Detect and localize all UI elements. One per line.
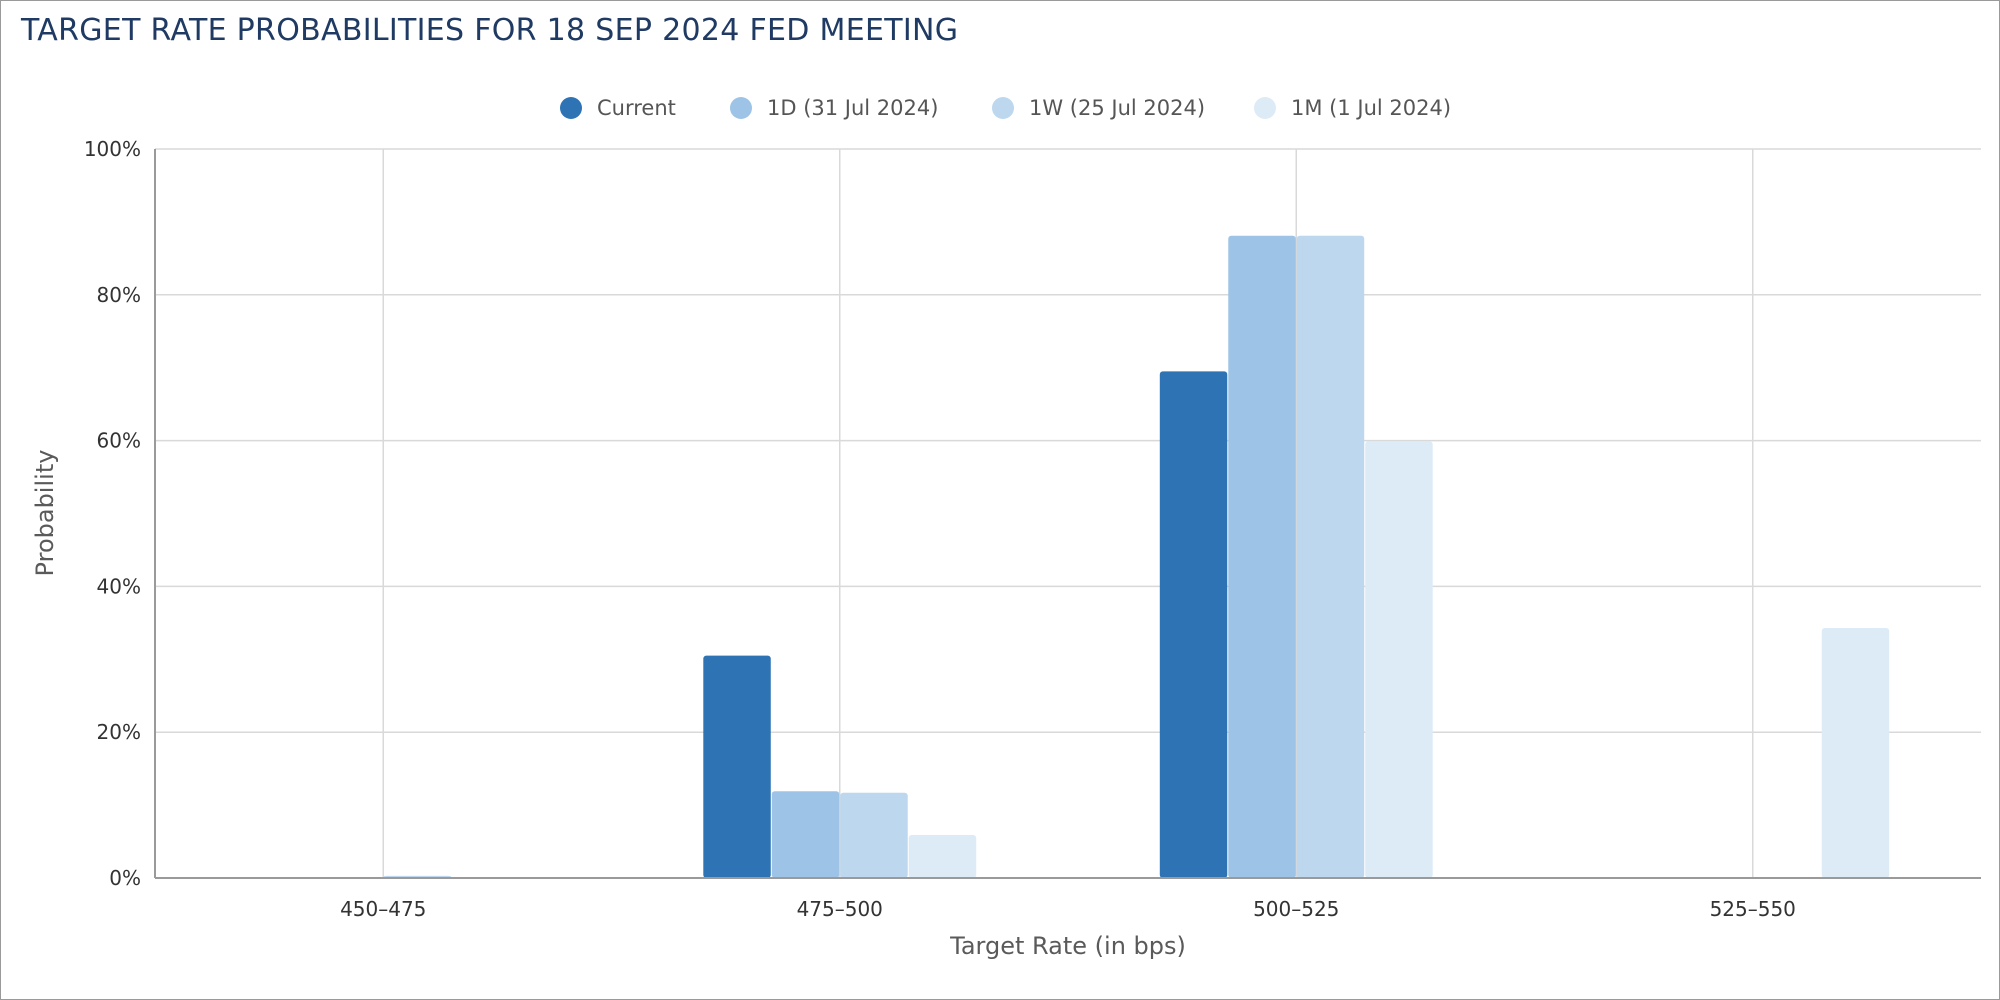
bars <box>383 235 1890 879</box>
x-tick-label: 500–525 <box>1253 897 1339 921</box>
y-tick-label: 60% <box>97 429 141 453</box>
bar[interactable] <box>771 791 840 878</box>
legend-label[interactable]: Current <box>597 96 676 120</box>
x-tick-label: 525–550 <box>1710 897 1796 921</box>
bar[interactable] <box>1365 441 1433 878</box>
legend-marker[interactable] <box>992 97 1014 119</box>
y-tick-label: 80% <box>97 283 141 307</box>
y-tick-label: 100% <box>84 137 141 161</box>
legend[interactable]: Current 1D (31 Jul 2024) 1W (25 Jul 2024) 1… <box>560 96 1451 120</box>
bar[interactable] <box>703 655 771 878</box>
y-tick-label: 20% <box>97 720 141 744</box>
legend-label[interactable]: 1M (1 Jul 2024) <box>1291 96 1451 120</box>
legend-marker[interactable] <box>560 97 582 119</box>
legend-label[interactable]: 1W (25 Jul 2024) <box>1029 96 1205 120</box>
gridlines <box>155 148 1981 878</box>
y-tick-label: 40% <box>97 574 141 598</box>
bar[interactable] <box>1821 627 1890 878</box>
bar[interactable] <box>1296 235 1365 879</box>
y-tick-label: 0% <box>109 866 141 890</box>
x-tick-label: 450–475 <box>340 897 426 921</box>
bar[interactable] <box>1159 371 1228 878</box>
x-axis-label: Target Rate (in bps) <box>949 932 1186 960</box>
legend-marker[interactable] <box>730 97 752 119</box>
x-tick-label: 475–500 <box>797 897 883 921</box>
y-axis-label: Probability <box>31 450 59 577</box>
bar[interactable] <box>840 792 908 878</box>
legend-marker[interactable] <box>1254 97 1276 119</box>
legend-label[interactable]: 1D (31 Jul 2024) <box>767 96 938 120</box>
bar[interactable] <box>908 834 977 878</box>
bar[interactable] <box>1228 235 1296 879</box>
axes: 0% 20% 40% 60% 80% 100% 450–475 475–500 500–525 5… <box>84 137 1981 921</box>
chart-title: TARGET RATE PROBABILITIES FOR 18 SEP 202… <box>21 13 959 48</box>
